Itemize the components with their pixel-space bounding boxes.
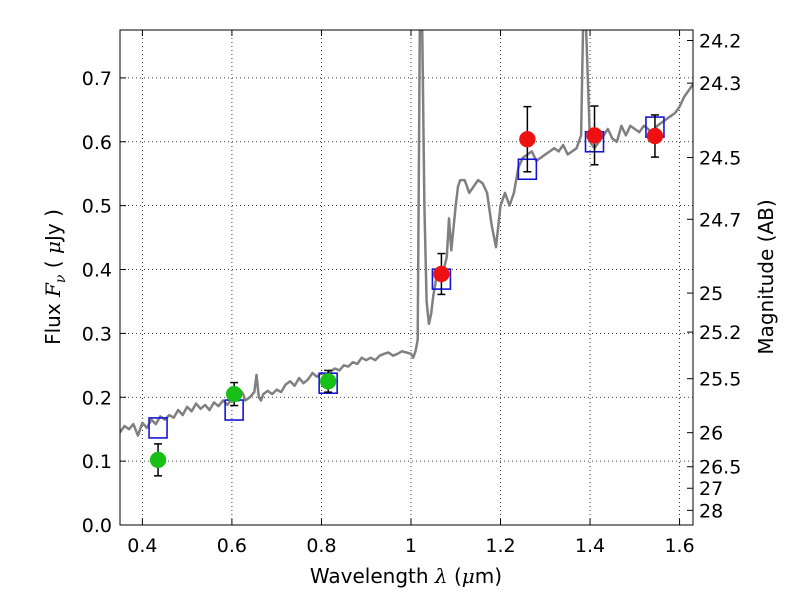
green-data-point	[319, 373, 337, 390]
y-tick-label: 0.6	[82, 132, 112, 154]
x-tick-label: 1.2	[485, 535, 515, 557]
magnitude-tick-label: 24.7	[699, 209, 741, 231]
magnitude-tick-label: 24.5	[699, 147, 741, 169]
red-data-point	[433, 265, 450, 283]
x-axis-label: Wavelength λ (μm)	[310, 564, 502, 588]
y-axis-label: Flux Fν ( μJy )	[41, 209, 69, 345]
magnitude-tick-label: 26	[699, 423, 723, 445]
x-tick-label: 1.6	[664, 535, 694, 557]
magnitude-tick-label: 25.2	[699, 322, 741, 344]
model-square-marker	[148, 417, 168, 439]
y-tick-label: 0.0	[82, 515, 112, 537]
green-data-point	[149, 451, 167, 469]
x-tick-label: 0.4	[127, 535, 157, 557]
magnitude-tick-label: 27	[699, 478, 723, 500]
plot-frame	[119, 29, 694, 526]
x-tick-label: 1	[405, 535, 417, 557]
magnitude-tick-label: 24.2	[699, 30, 741, 52]
green-data-point	[225, 385, 243, 403]
magnitude-axis-label: Magnitude (AB)	[754, 199, 778, 354]
y-tick-label: 0.5	[82, 196, 112, 218]
x-tick-label: 0.8	[306, 535, 336, 557]
red-data-point	[586, 127, 603, 144]
magnitude-tick-label: 25	[699, 283, 723, 305]
magnitude-tick-label: 28	[699, 500, 723, 522]
magnitude-tick-label: 25.5	[699, 369, 741, 391]
x-tick-label: 0.6	[217, 535, 247, 557]
grid-lines	[120, 30, 693, 525]
tick-labels: 0.4 0.6 0.8 1 1.2 1.4 1.6 0.0 0.1 0.2 0.3 0.4 0.5 0.6…	[82, 30, 742, 557]
spectrum-line	[120, 30, 693, 437]
y-tick-label: 0.3	[82, 323, 112, 345]
tick-marks	[120, 30, 693, 526]
x-tick-label: 1.4	[575, 535, 605, 557]
magnitude-tick-label: 24.3	[699, 73, 741, 95]
red-data-point	[646, 127, 664, 145]
y-tick-label: 0.2	[82, 387, 112, 409]
y-tick-label: 0.1	[82, 451, 112, 473]
magnitude-tick-label: 26.5	[699, 457, 741, 479]
y-tick-label: 0.7	[82, 68, 112, 90]
red-data-point	[519, 130, 536, 148]
y-tick-label: 0.4	[82, 260, 112, 282]
data-markers	[148, 105, 665, 477]
spectrum-layer	[120, 30, 693, 437]
